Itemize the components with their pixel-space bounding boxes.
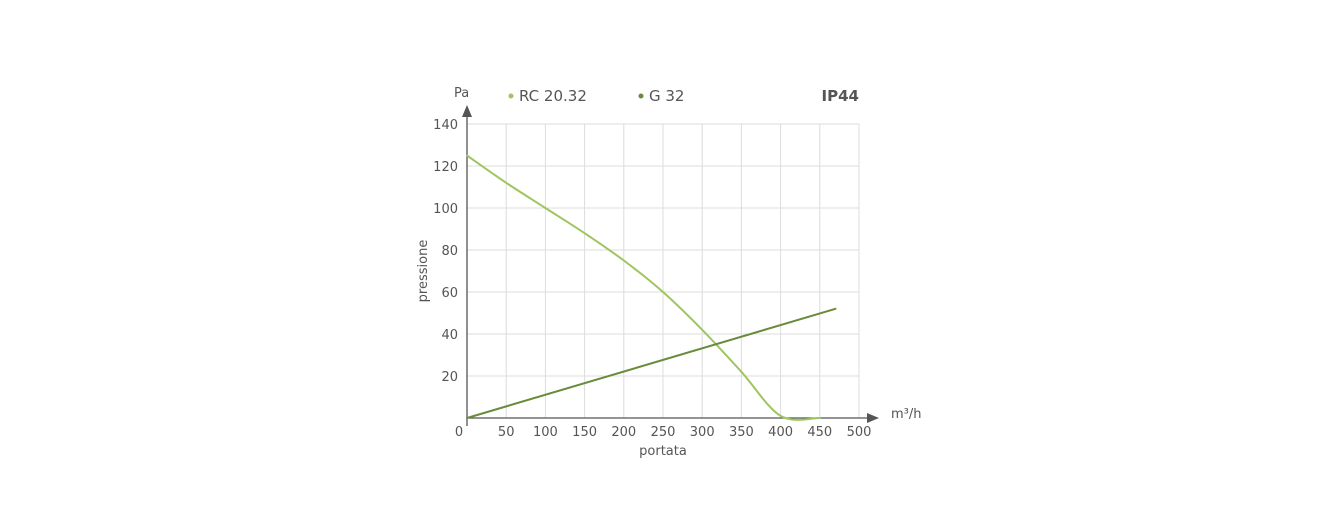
y-tick-label: 60 [441,286,458,301]
x-tick-labels: 0 50 100 150 200 250 300 350 400 450 500 [455,425,872,440]
x-tick-label: 0 [455,425,463,440]
y-unit-label: Pa [454,86,469,101]
legend-marker-g-32 [638,93,644,99]
y-tick-label: 120 [433,160,458,175]
x-tick-label: 400 [768,425,793,440]
series-line-g-32 [466,307,837,419]
x-tick-label: 300 [690,425,715,440]
y-tick-label: 20 [441,370,458,385]
legend-label-rc-20-32: RC 20.32 [519,87,587,105]
legend: RC 20.32 G 32 [508,87,684,105]
axes [462,105,879,426]
x-tick-label: 200 [611,425,636,440]
series [466,154,837,421]
y-tick-labels: 20 40 60 80 100 120 140 [433,118,458,385]
x-tick-label: 150 [572,425,597,440]
x-tick-label: 450 [807,425,832,440]
grid [467,123,860,418]
y-tick-label: 80 [441,244,458,259]
x-axis-title: portata [639,444,687,459]
y-tick-label: 100 [433,202,458,217]
series-line-rc-20-32 [466,154,821,421]
x-tick-label: 350 [729,425,754,440]
x-tick-label: 50 [498,425,515,440]
y-axis-arrow [462,105,472,117]
y-axis-title: pressione [416,240,431,303]
x-tick-label: 100 [533,425,558,440]
x-unit-label: m³/h [891,407,922,422]
legend-label-g-32: G 32 [649,87,684,105]
x-axis-arrow [867,413,879,423]
x-tick-label: 250 [651,425,676,440]
x-tick-label: 500 [847,425,872,440]
y-tick-label: 140 [433,118,458,133]
y-tick-label: 40 [441,328,458,343]
rating-label: IP44 [822,87,859,105]
legend-marker-rc-20-32 [508,93,514,99]
